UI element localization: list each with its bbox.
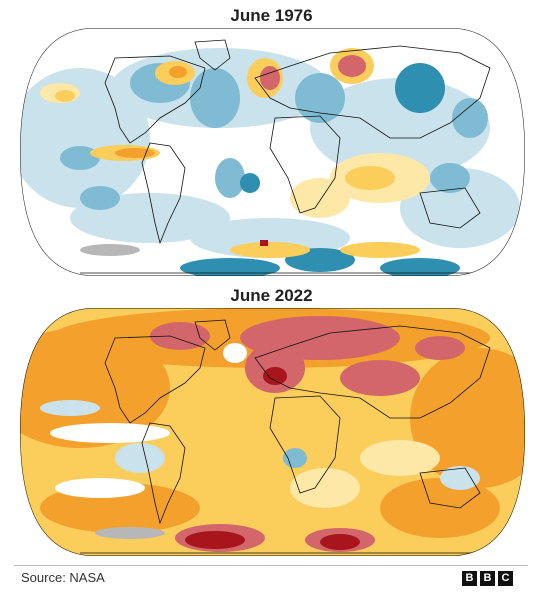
logo-letter-2: B (480, 571, 495, 586)
footer-divider (14, 565, 528, 566)
source-credit: Source: NASA (21, 570, 105, 585)
logo-letter-3: C (498, 571, 513, 586)
map-title-2022: June 2022 (230, 286, 313, 305)
temperature-map-1976 (20, 28, 525, 281)
logo-letter-1: B (462, 571, 477, 586)
temperature-map-2022 (20, 308, 525, 561)
map-title-1976: June 1976 (230, 6, 313, 25)
bbc-logo: B B C (462, 571, 513, 586)
